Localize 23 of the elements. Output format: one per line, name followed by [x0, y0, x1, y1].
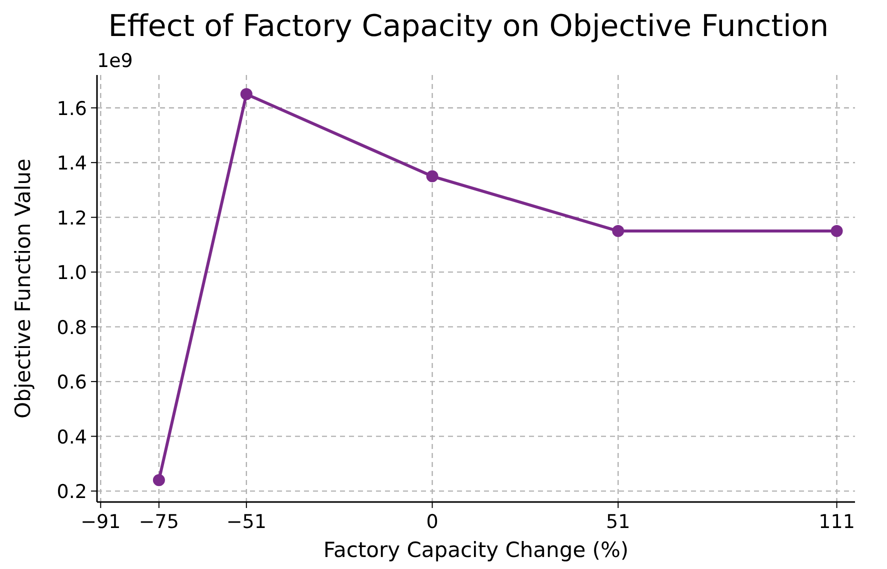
chart-title: Effect of Factory Capacity on Objective Function	[108, 9, 829, 44]
y-tick-label: 1.2	[56, 207, 87, 230]
x-tick-label: −75	[138, 511, 180, 533]
y-tick-label: 0.6	[56, 372, 87, 394]
y-tick-label: 1.0	[56, 262, 87, 284]
point	[830, 225, 843, 238]
y-axis-title: Objective Function Value	[11, 158, 35, 418]
point	[426, 170, 438, 182]
x-tick-label: 111	[818, 511, 855, 533]
point	[152, 474, 165, 486]
point	[240, 88, 252, 100]
x-tick-label: −91	[80, 511, 121, 533]
text: 1e9	[97, 50, 133, 72]
x-axis-title: Factory Capacity Change (%)	[323, 538, 629, 562]
y-tick-label: 0.8	[56, 316, 87, 339]
y-tick-label: 1.4	[56, 152, 87, 175]
y-tick-label: 0.4	[56, 426, 87, 448]
point	[612, 225, 624, 238]
x-tick-label: 0	[426, 511, 438, 533]
y-tick-label: 1.6	[56, 98, 87, 120]
y-tick-label: 0.2	[56, 481, 87, 504]
x-tick-label: 51	[606, 511, 630, 533]
x-tick-label: −51	[226, 511, 266, 533]
